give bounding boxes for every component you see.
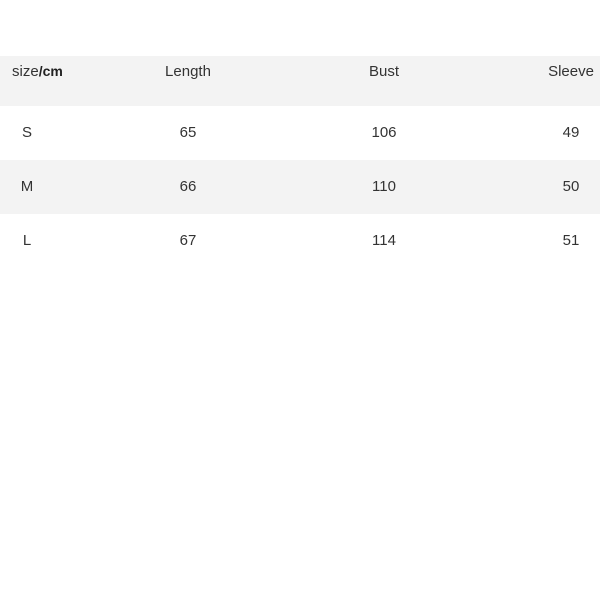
header-sleeve: Sleeve [548,63,594,80]
table-header-row: size/cm Length Bust Sleeve [0,56,600,106]
length-cell: 67 [179,232,197,249]
size-label: size [12,63,39,80]
size-cell: M [20,178,34,195]
size-cell: L [22,232,32,249]
bust-cell: 110 [372,178,396,195]
bust-cell: 106 [371,124,397,141]
sleeve-cell: 49 [562,124,580,141]
size-cell: S [21,124,33,141]
header-bust: Bust [368,63,400,80]
table-row: L 67 114 51 [0,214,600,268]
sleeve-cell: 51 [562,232,580,249]
table-row: S 65 106 49 [0,106,600,160]
header-length: Length [165,63,211,80]
header-size: size/cm [12,63,63,80]
sleeve-cell: 50 [562,178,580,195]
table-row: M 66 110 50 [0,160,600,214]
length-cell: 66 [179,178,197,195]
bust-cell: 114 [372,232,396,249]
length-cell: 65 [179,124,197,141]
unit-label: /cm [38,63,63,79]
